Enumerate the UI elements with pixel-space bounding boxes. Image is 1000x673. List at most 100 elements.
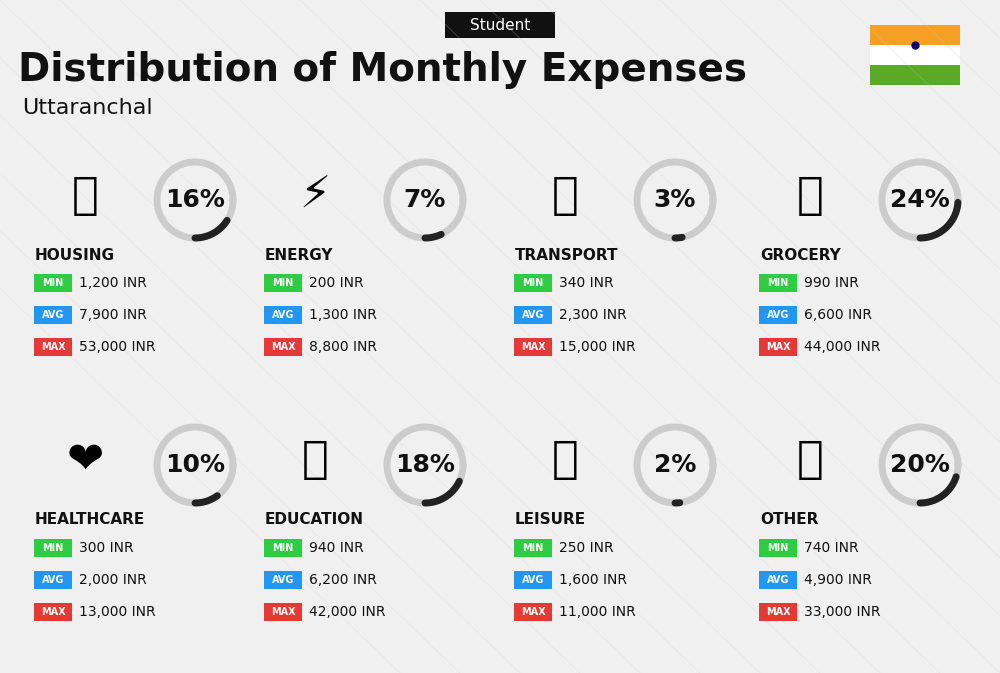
Text: Uttaranchal: Uttaranchal	[22, 98, 153, 118]
Text: ENERGY: ENERGY	[265, 248, 334, 262]
Text: 2%: 2%	[654, 453, 696, 477]
Text: ❤: ❤	[66, 439, 104, 481]
Text: 20%: 20%	[890, 453, 950, 477]
Text: AVG: AVG	[767, 310, 789, 320]
Text: MAX: MAX	[521, 607, 545, 617]
Text: TRANSPORT: TRANSPORT	[515, 248, 618, 262]
Text: 44,000 INR: 44,000 INR	[804, 340, 881, 354]
Text: 🏗: 🏗	[72, 174, 98, 217]
FancyBboxPatch shape	[264, 306, 302, 324]
Text: 🚌: 🚌	[552, 174, 578, 217]
FancyBboxPatch shape	[264, 274, 302, 292]
Text: 4,900 INR: 4,900 INR	[804, 573, 872, 587]
Text: 1,300 INR: 1,300 INR	[309, 308, 377, 322]
FancyBboxPatch shape	[514, 603, 552, 621]
Text: 200 INR: 200 INR	[309, 276, 364, 290]
Text: 33,000 INR: 33,000 INR	[804, 605, 881, 619]
FancyBboxPatch shape	[759, 571, 797, 589]
Text: Student: Student	[470, 17, 530, 32]
FancyBboxPatch shape	[264, 571, 302, 589]
Text: MAX: MAX	[41, 342, 65, 352]
Text: 2,000 INR: 2,000 INR	[79, 573, 147, 587]
FancyBboxPatch shape	[870, 25, 960, 45]
FancyBboxPatch shape	[264, 338, 302, 356]
FancyBboxPatch shape	[264, 603, 302, 621]
Text: 16%: 16%	[165, 188, 225, 212]
FancyBboxPatch shape	[514, 539, 552, 557]
Text: 11,000 INR: 11,000 INR	[559, 605, 636, 619]
Text: 6,200 INR: 6,200 INR	[309, 573, 377, 587]
Text: 10%: 10%	[165, 453, 225, 477]
Text: LEISURE: LEISURE	[515, 513, 586, 528]
Text: MIN: MIN	[767, 278, 789, 288]
Text: OTHER: OTHER	[760, 513, 818, 528]
Text: 13,000 INR: 13,000 INR	[79, 605, 156, 619]
Text: 42,000 INR: 42,000 INR	[309, 605, 386, 619]
Text: 💰: 💰	[797, 439, 823, 481]
Text: ⚡: ⚡	[299, 174, 331, 217]
FancyBboxPatch shape	[34, 306, 72, 324]
FancyBboxPatch shape	[870, 65, 960, 85]
Text: MIN: MIN	[272, 543, 294, 553]
Text: 8,800 INR: 8,800 INR	[309, 340, 377, 354]
Text: 3%: 3%	[654, 188, 696, 212]
Text: 6,600 INR: 6,600 INR	[804, 308, 872, 322]
Text: HOUSING: HOUSING	[35, 248, 115, 262]
Text: AVG: AVG	[522, 310, 544, 320]
Text: MAX: MAX	[766, 607, 790, 617]
Text: MIN: MIN	[42, 278, 64, 288]
Text: AVG: AVG	[272, 575, 294, 585]
Text: 2,300 INR: 2,300 INR	[559, 308, 627, 322]
Text: MIN: MIN	[767, 543, 789, 553]
Text: AVG: AVG	[272, 310, 294, 320]
Text: 250 INR: 250 INR	[559, 541, 614, 555]
FancyBboxPatch shape	[759, 306, 797, 324]
Text: MAX: MAX	[521, 342, 545, 352]
FancyBboxPatch shape	[514, 338, 552, 356]
Text: AVG: AVG	[767, 575, 789, 585]
Text: EDUCATION: EDUCATION	[265, 513, 364, 528]
Text: 1,600 INR: 1,600 INR	[559, 573, 627, 587]
FancyBboxPatch shape	[34, 603, 72, 621]
FancyBboxPatch shape	[34, 539, 72, 557]
FancyBboxPatch shape	[264, 539, 302, 557]
Text: 15,000 INR: 15,000 INR	[559, 340, 636, 354]
Text: MIN: MIN	[42, 543, 64, 553]
Text: AVG: AVG	[42, 575, 64, 585]
Text: MAX: MAX	[766, 342, 790, 352]
Text: 🎓: 🎓	[302, 439, 328, 481]
Text: MIN: MIN	[522, 543, 544, 553]
Text: 740 INR: 740 INR	[804, 541, 859, 555]
FancyBboxPatch shape	[34, 571, 72, 589]
Text: 7%: 7%	[404, 188, 446, 212]
Text: 1,200 INR: 1,200 INR	[79, 276, 147, 290]
FancyBboxPatch shape	[514, 571, 552, 589]
Text: 300 INR: 300 INR	[79, 541, 134, 555]
Text: AVG: AVG	[522, 575, 544, 585]
Text: GROCERY: GROCERY	[760, 248, 841, 262]
Text: 340 INR: 340 INR	[559, 276, 614, 290]
FancyBboxPatch shape	[759, 603, 797, 621]
Text: MIN: MIN	[272, 278, 294, 288]
Text: MAX: MAX	[271, 607, 295, 617]
FancyBboxPatch shape	[759, 274, 797, 292]
Text: 7,900 INR: 7,900 INR	[79, 308, 147, 322]
Text: AVG: AVG	[42, 310, 64, 320]
Text: 940 INR: 940 INR	[309, 541, 364, 555]
Text: Distribution of Monthly Expenses: Distribution of Monthly Expenses	[18, 51, 747, 89]
FancyBboxPatch shape	[759, 338, 797, 356]
FancyBboxPatch shape	[514, 274, 552, 292]
FancyBboxPatch shape	[34, 274, 72, 292]
Text: MAX: MAX	[41, 607, 65, 617]
FancyBboxPatch shape	[514, 306, 552, 324]
Text: 🛒: 🛒	[797, 174, 823, 217]
Text: 990 INR: 990 INR	[804, 276, 859, 290]
Text: MIN: MIN	[522, 278, 544, 288]
Text: MAX: MAX	[271, 342, 295, 352]
FancyBboxPatch shape	[759, 539, 797, 557]
Text: 🛍: 🛍	[552, 439, 578, 481]
Text: 24%: 24%	[890, 188, 950, 212]
FancyBboxPatch shape	[870, 45, 960, 65]
Text: HEALTHCARE: HEALTHCARE	[35, 513, 145, 528]
Text: 53,000 INR: 53,000 INR	[79, 340, 156, 354]
